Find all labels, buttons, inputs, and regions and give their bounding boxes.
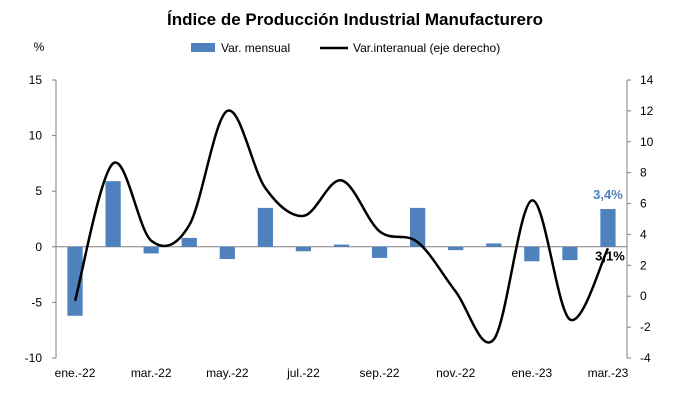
- bar: [295, 246, 312, 252]
- legend-swatch-bar: [191, 43, 215, 52]
- y-left-tick-label: 0: [35, 240, 42, 254]
- bar: [562, 246, 578, 261]
- legend: Var. mensual Var.interanual (eje derecho…: [191, 41, 500, 55]
- bar: [333, 244, 350, 247]
- annotations: 3,4% 3,1%: [593, 187, 625, 263]
- y-right-tick-label: 6: [640, 197, 647, 211]
- data-label: 3,4%: [593, 187, 623, 202]
- y-right-tick-label: 14: [640, 73, 654, 87]
- x-tick-label: mar.-22: [131, 366, 172, 380]
- y-right-tick-label: 0: [640, 289, 647, 303]
- axes: -10 -5 0 5 10 15 -4 -2 0 2 4 6 8 10 12 14 ene.-22 mar.-22…: [25, 73, 654, 380]
- y-left-tick-label: 5: [35, 184, 42, 198]
- bar: [67, 246, 83, 316]
- bar-series: [67, 181, 616, 316]
- x-tick-label: mar.-23: [588, 366, 629, 380]
- y-left-tick-label: 10: [29, 129, 43, 143]
- legend-label-line: Var.interanual (eje derecho): [353, 41, 500, 55]
- bar: [371, 246, 388, 258]
- series-line: [73, 109, 610, 344]
- bar: [448, 246, 464, 251]
- y-right-tick-label: 10: [640, 135, 654, 149]
- line-series: [73, 109, 610, 344]
- bar: [257, 207, 273, 247]
- y-right-tick-label: 8: [640, 166, 647, 180]
- bar: [105, 181, 121, 247]
- x-tick-label: nov.-22: [436, 366, 475, 380]
- bar: [600, 208, 616, 247]
- x-tick-label: jul.-22: [286, 366, 320, 380]
- y-left-tick-label: -5: [31, 295, 42, 309]
- y-right-tick-label: -2: [640, 320, 651, 334]
- x-tick-label: may.-22: [206, 366, 249, 380]
- bar: [524, 246, 540, 262]
- y-right-tick-label: 12: [640, 104, 654, 118]
- bar: [410, 207, 426, 247]
- y-left-unit-label: %: [34, 40, 45, 54]
- bar: [486, 243, 502, 247]
- y-right-tick-label: -4: [640, 351, 651, 365]
- legend-label-bar: Var. mensual: [221, 41, 290, 55]
- bar: [143, 246, 159, 254]
- data-label: 3,1%: [595, 248, 625, 263]
- y-right-tick-label: 2: [640, 258, 647, 272]
- y-left-tick-label: 15: [29, 73, 43, 87]
- chart-title: Índice de Producción Industrial Manufact…: [167, 10, 543, 29]
- bar: [181, 237, 197, 247]
- x-tick-label: ene.-22: [55, 366, 96, 380]
- y-left-tick-label: -10: [25, 351, 43, 365]
- x-tick-label: ene.-23: [511, 366, 552, 380]
- x-tick-label: sep.-22: [360, 366, 400, 380]
- bar: [219, 246, 235, 260]
- y-right-tick-label: 4: [640, 227, 647, 241]
